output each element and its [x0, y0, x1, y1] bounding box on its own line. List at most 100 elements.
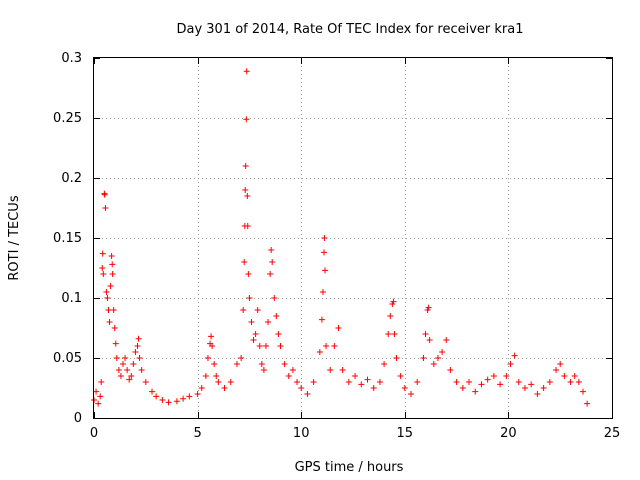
data-point [213, 373, 220, 379]
data-point [99, 265, 106, 271]
data-point [267, 271, 274, 277]
data-point [289, 367, 296, 373]
data-point [104, 295, 111, 301]
data-point [128, 373, 135, 379]
data-point [107, 283, 114, 289]
data-point [358, 381, 365, 388]
data-point [281, 361, 288, 367]
data-point [108, 253, 115, 259]
data-point [321, 235, 328, 241]
x-tick-label: 20 [500, 426, 517, 441]
data-point [327, 367, 334, 373]
data-point [260, 367, 267, 373]
data-points [91, 68, 591, 407]
x-tick-label: 15 [397, 426, 414, 441]
data-point [275, 331, 282, 337]
data-point [238, 355, 245, 361]
x-axis-label: GPS time / hours [295, 460, 404, 475]
tick-labels: 0 5 10 15 20 25 0 0.05 0.1 0.15 0.2 0.25 0.3 [53, 51, 620, 441]
data-point [233, 361, 240, 367]
data-point [130, 361, 137, 367]
data-point [273, 313, 280, 319]
data-point [364, 376, 371, 383]
data-point [202, 373, 209, 379]
data-point [209, 343, 216, 349]
data-point [109, 261, 116, 268]
data-point [430, 361, 437, 367]
data-point [376, 379, 383, 385]
data-point [194, 391, 201, 397]
data-point [132, 349, 139, 355]
data-point [316, 349, 323, 355]
data-point [221, 385, 228, 391]
data-point [507, 361, 514, 367]
data-point [134, 343, 141, 349]
y-tick-label: 0.25 [53, 111, 82, 126]
data-point [515, 379, 522, 385]
data-point [322, 267, 329, 274]
data-point [575, 379, 582, 385]
data-point [503, 373, 510, 379]
grid-lines [94, 58, 612, 418]
plot-frame [93, 57, 613, 419]
data-point [268, 247, 275, 253]
data-point [106, 319, 113, 325]
data-point [331, 343, 338, 349]
data-point [391, 331, 398, 337]
data-point [258, 361, 265, 367]
data-point [387, 313, 394, 319]
data-point [250, 337, 257, 343]
y-tick-label: 0.3 [61, 51, 82, 66]
data-point [112, 340, 119, 347]
data-point [385, 331, 392, 337]
y-tick-label: 0.15 [53, 231, 82, 246]
data-point [153, 393, 160, 400]
data-point [186, 393, 193, 400]
data-point [103, 289, 110, 295]
y-tick-label: 0 [74, 411, 82, 426]
data-point [159, 397, 166, 403]
chart-title: Day 301 of 2014, Rate Of TEC Index for r… [176, 22, 523, 37]
data-point [246, 295, 253, 301]
data-point [165, 399, 172, 406]
data-point [414, 379, 421, 385]
data-point [136, 355, 143, 361]
data-point [528, 381, 535, 388]
data-point [265, 319, 272, 325]
data-point [345, 379, 352, 385]
data-point [198, 385, 205, 391]
data-point [180, 395, 187, 402]
data-point [149, 388, 156, 395]
data-point [426, 337, 433, 343]
data-point [484, 376, 491, 383]
data-point [124, 367, 131, 373]
data-point [352, 373, 359, 379]
data-point [298, 385, 305, 391]
data-point [269, 259, 276, 265]
data-point [100, 271, 107, 277]
data-point [335, 325, 342, 331]
data-point [105, 307, 112, 313]
data-point [323, 343, 330, 349]
data-point [422, 331, 429, 337]
data-point [241, 259, 248, 265]
x-tick-label: 10 [293, 426, 310, 441]
data-point [310, 379, 317, 385]
data-point [277, 343, 284, 349]
data-point [434, 355, 441, 361]
data-point [227, 379, 234, 385]
data-point [339, 367, 346, 373]
data-point [553, 367, 560, 373]
data-point [490, 373, 497, 379]
data-point [557, 361, 564, 367]
data-point [472, 388, 479, 395]
data-point [567, 379, 574, 385]
data-point [584, 400, 591, 407]
x-tick-label: 5 [193, 426, 201, 441]
y-tick-label: 0.05 [53, 351, 82, 366]
data-point [135, 335, 142, 342]
data-point [466, 379, 473, 385]
data-point [319, 289, 326, 295]
data-point [397, 373, 404, 379]
data-point [245, 271, 252, 277]
